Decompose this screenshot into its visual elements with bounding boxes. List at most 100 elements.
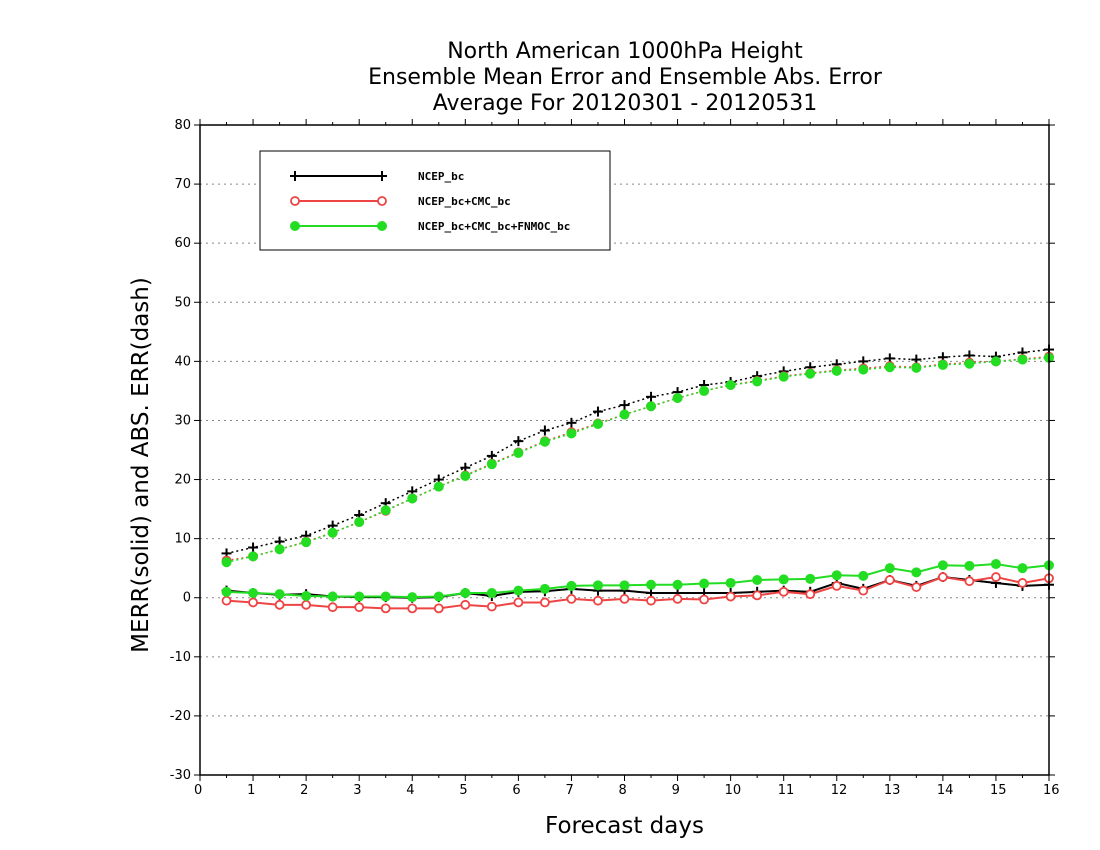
merr-point [301,590,312,601]
series-2 [221,352,1054,603]
merr-point [274,589,285,600]
merr-point [699,578,710,589]
merr-point [672,594,683,604]
merr-point [937,572,948,582]
merr-point [592,580,603,591]
y-tick-label: 20 [174,473,191,488]
title-line: Average For 20120301 - 20120531 [433,91,818,116]
abs-err-line [226,355,1050,562]
abs-err-point [619,409,630,420]
legend-item: NCEP_bc+CMC_bc+FNMOC_bc [290,220,570,233]
legend-item: NCEP_bc+CMC_bc [290,195,511,208]
x-tick-label: 7 [565,783,573,798]
merr-point [619,580,630,591]
merr-point [354,591,365,602]
abs-err-point [884,362,895,373]
merr-point [911,582,922,592]
x-tick-label: 10 [725,783,742,798]
abs-err-point [354,517,365,528]
abs-err-point [327,527,338,538]
merr-point [539,583,550,594]
merr-point [513,585,524,596]
merr-point [991,572,1001,582]
merr-point [248,597,258,608]
merr-point [1017,563,1028,574]
legend-item: NCEP_bc [290,170,464,183]
abs-err-point [699,385,710,396]
abs-err-point [672,393,683,403]
x-tick-label: 3 [353,783,361,798]
abs-err-point [937,359,948,370]
merr-point [566,580,577,591]
y-tick-label: -10 [170,650,191,665]
merr-point [884,563,895,574]
abs-err-point [619,400,630,411]
y-tick-label: 60 [174,236,191,251]
abs-err-point [539,425,550,436]
abs-err-line [226,348,1050,555]
merr-point [831,581,842,591]
y-tick-label: 0 [183,591,191,606]
merr-point [964,560,975,571]
abs-err-point [592,406,603,417]
abs-err-point [911,362,922,373]
merr-point [513,597,524,608]
merr-point [566,594,577,604]
x-tick-label: 12 [831,783,848,798]
series [221,344,1054,614]
y-axis-label: MERR(solid) and ABS. ERR(dash) [128,277,154,653]
x-tick-label: 9 [672,783,680,798]
x-tick-label: 14 [937,783,954,798]
legend-marker [290,171,300,181]
x-tick-label: 5 [459,783,467,798]
merr-point [699,594,709,605]
abs-err-point [460,471,471,481]
x-tick-label: 1 [247,783,255,798]
legend-marker [290,196,300,206]
legend-marker [290,221,300,231]
merr-point [1017,578,1028,588]
abs-err-point [646,391,657,402]
x-tick-label: 15 [990,783,1007,798]
merr-point [884,575,895,585]
merr-point [380,603,391,614]
abs-err-point [566,428,577,439]
merr-point [778,574,789,585]
title-line: North American 1000hPa Height [447,39,803,64]
y-tick-label: 40 [174,354,191,369]
merr-point [752,590,763,601]
abs-err-point [858,364,869,375]
abs-err-point [805,368,816,379]
abs-err-line [226,357,1050,564]
merr-point [221,586,232,597]
merr-point [725,577,736,588]
abs-err-point [990,356,1001,367]
x-tick-label: 11 [778,783,795,798]
merr-point [858,585,869,596]
merr-point [964,576,975,587]
y-tick-label: 10 [174,532,191,547]
abs-err-point [221,557,232,568]
x-tick-label: 13 [884,783,901,798]
abs-err-point [1017,354,1028,365]
merr-point [805,589,816,600]
merr-point [619,594,630,604]
merr-point [540,597,550,608]
abs-err-point [513,436,524,447]
merr-point [778,586,789,597]
x-tick-label: 6 [512,783,520,798]
abs-err-point [752,376,763,387]
merr-point [274,599,285,610]
x-tick-label: 4 [406,783,414,798]
abs-err-point [274,544,285,555]
abs-err-point [592,419,603,429]
merr-point [486,601,497,612]
abs-err-point [301,537,312,548]
x-axis-label: Forecast days [545,813,704,839]
merr-point [301,599,312,610]
abs-err-point [407,493,418,504]
abs-err-point [964,358,975,369]
merr-point [937,560,948,571]
